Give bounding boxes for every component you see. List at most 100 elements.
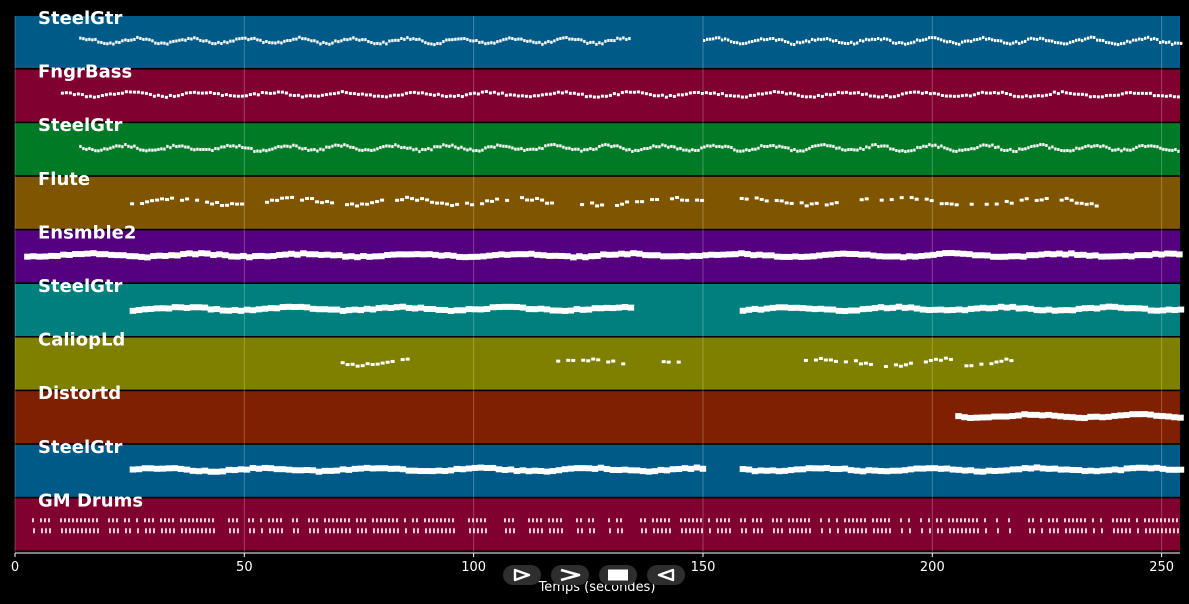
- note: [217, 40, 220, 44]
- note: [328, 92, 332, 96]
- note: [1024, 147, 1027, 151]
- note: [941, 528, 943, 534]
- note: [580, 149, 583, 153]
- note: [236, 94, 240, 98]
- note: [1111, 303, 1119, 310]
- note: [894, 41, 898, 45]
- note: [940, 144, 943, 148]
- note: [229, 39, 232, 43]
- note: [610, 38, 613, 42]
- note: [909, 196, 914, 200]
- note: [272, 518, 274, 523]
- note: [357, 465, 365, 472]
- note: [489, 464, 497, 471]
- note: [616, 518, 618, 523]
- note: [196, 91, 200, 95]
- note: [142, 148, 145, 152]
- note: [692, 90, 696, 94]
- note: [669, 466, 677, 473]
- note: [450, 252, 457, 259]
- note: [644, 92, 648, 96]
- note: [289, 145, 292, 149]
- note: [1105, 413, 1112, 420]
- note: [241, 145, 244, 149]
- note: [1135, 145, 1138, 149]
- note: [711, 37, 715, 41]
- note: [991, 468, 999, 475]
- note: [779, 199, 784, 203]
- note: [476, 518, 478, 523]
- note: [387, 465, 395, 472]
- note: [159, 465, 167, 472]
- note: [792, 518, 794, 523]
- note: [435, 201, 440, 205]
- note: [547, 143, 550, 147]
- note: [679, 146, 682, 150]
- note: [592, 147, 595, 151]
- note: [385, 528, 387, 534]
- note: [205, 200, 210, 204]
- note: [133, 37, 136, 41]
- note: [462, 254, 469, 261]
- note: [633, 467, 641, 474]
- note: [439, 42, 442, 46]
- stop-button[interactable]: [599, 565, 637, 585]
- note: [1172, 95, 1176, 99]
- note: [304, 37, 307, 41]
- note: [325, 528, 327, 534]
- note: [140, 91, 144, 95]
- note: [1116, 43, 1120, 47]
- note: [550, 40, 553, 44]
- note: [696, 518, 698, 523]
- note: [204, 250, 211, 257]
- note: [201, 467, 209, 474]
- note: [615, 203, 620, 207]
- rewind-button[interactable]: [647, 565, 685, 585]
- note: [907, 149, 910, 153]
- note: [592, 95, 596, 99]
- note: [919, 146, 922, 150]
- note: [240, 94, 244, 98]
- note: [224, 93, 228, 97]
- note: [348, 518, 350, 523]
- note: [924, 197, 929, 201]
- note: [433, 528, 435, 534]
- note: [1169, 528, 1171, 534]
- note: [685, 528, 687, 534]
- note: [1147, 307, 1155, 314]
- note: [993, 39, 997, 43]
- note: [327, 467, 335, 474]
- note: [957, 42, 961, 46]
- note: [579, 306, 587, 313]
- note: [1152, 518, 1154, 523]
- note: [918, 253, 925, 260]
- play-button[interactable]: [503, 565, 541, 585]
- note: [954, 203, 959, 207]
- fast-forward-button[interactable]: [551, 565, 589, 585]
- note: [340, 518, 342, 523]
- note: [427, 42, 430, 46]
- note: [556, 144, 559, 148]
- note: [549, 468, 557, 475]
- note: [308, 94, 312, 98]
- track-notes: [32, 518, 1179, 534]
- note: [85, 528, 87, 534]
- note: [187, 36, 190, 40]
- note: [592, 518, 594, 523]
- note: [471, 306, 479, 313]
- note: [747, 40, 751, 44]
- note: [848, 518, 850, 523]
- note: [880, 518, 882, 523]
- note: [463, 37, 466, 41]
- note: [598, 41, 601, 45]
- note: [1015, 466, 1023, 473]
- note: [484, 42, 487, 46]
- note: [1159, 307, 1167, 314]
- note: [1072, 148, 1075, 152]
- note: [861, 39, 865, 43]
- note: [472, 39, 475, 43]
- note: [76, 92, 80, 96]
- note: [509, 528, 511, 534]
- note: [124, 518, 126, 523]
